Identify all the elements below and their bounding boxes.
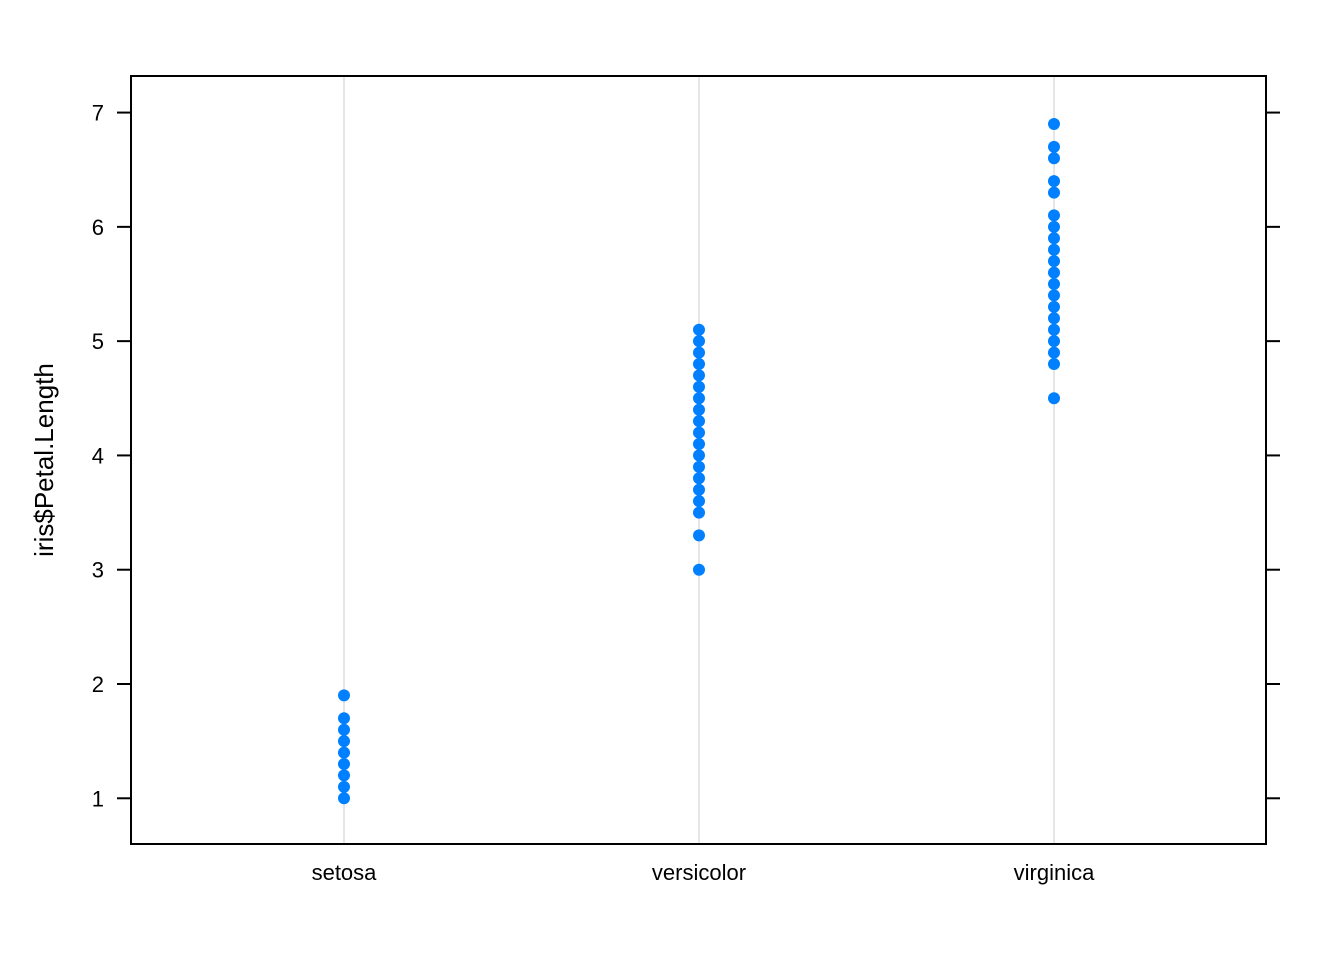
y-axis: 1 2 3 4 5 6 7 — [92, 101, 1280, 811]
data-point-versicolor — [693, 403, 705, 416]
data-point-versicolor — [693, 323, 705, 336]
x-axis: setosa versicolor virginica — [312, 860, 1096, 885]
plot-frame — [130, 75, 1267, 845]
x-tick-label-virginica: virginica — [1014, 860, 1095, 885]
data-point-versicolor — [693, 438, 705, 450]
data-point-versicolor — [693, 335, 705, 348]
data-point-versicolor — [693, 460, 705, 473]
data-point-virginica — [1048, 278, 1060, 290]
y-axis-title: iris$Petal.Length — [29, 363, 59, 557]
data-point-versicolor — [693, 392, 705, 405]
data-point-setosa — [338, 746, 350, 759]
data-point-virginica — [1048, 243, 1060, 256]
data-point-virginica — [1048, 220, 1060, 233]
data-point-setosa — [338, 712, 350, 725]
y-tick-label: 7 — [92, 101, 104, 126]
data-point-virginica — [1048, 312, 1060, 325]
data-point-versicolor — [693, 415, 705, 428]
y-tick-label: 1 — [92, 786, 104, 811]
data-point-versicolor — [693, 483, 705, 496]
y-tick-label: 3 — [92, 558, 104, 583]
data-point-versicolor — [693, 369, 705, 382]
data-point-virginica — [1048, 300, 1060, 313]
data-point-setosa — [338, 758, 350, 770]
data-point-virginica — [1048, 335, 1060, 348]
data-point-virginica — [1048, 289, 1060, 302]
x-tick-label-versicolor: versicolor — [652, 860, 746, 885]
data-point-virginica — [1048, 209, 1060, 222]
data-point-setosa — [338, 792, 350, 805]
y-tick-label: 4 — [92, 443, 104, 468]
data-point-virginica — [1048, 232, 1060, 245]
data-point-virginica — [1048, 346, 1060, 359]
data-point-versicolor — [693, 472, 705, 485]
data-point-versicolor — [693, 529, 705, 542]
data-point-virginica — [1048, 323, 1060, 336]
data-point-versicolor — [693, 563, 705, 576]
data-point-virginica — [1048, 186, 1060, 199]
data-point-versicolor — [693, 449, 705, 462]
data-point-versicolor — [693, 346, 705, 359]
data-point-versicolor — [693, 358, 705, 370]
y-tick-label: 6 — [92, 215, 104, 240]
data-point-versicolor — [693, 426, 705, 439]
data-point-setosa — [338, 780, 350, 793]
data-point-setosa — [338, 723, 350, 736]
data-point-virginica — [1048, 152, 1060, 165]
x-tick-label-setosa: setosa — [312, 860, 378, 885]
data-point-virginica — [1048, 266, 1060, 279]
data-point-setosa — [338, 735, 350, 748]
data-point-versicolor — [693, 495, 705, 508]
y-tick-label: 5 — [92, 329, 104, 354]
data-point-virginica — [1048, 255, 1060, 268]
data-points — [338, 118, 1060, 805]
y-tick-label: 2 — [92, 672, 104, 697]
data-point-virginica — [1048, 358, 1060, 370]
data-point-virginica — [1048, 118, 1060, 130]
data-point-virginica — [1048, 175, 1060, 188]
data-point-virginica — [1048, 140, 1060, 153]
data-point-setosa — [338, 689, 350, 702]
data-point-virginica — [1048, 392, 1060, 405]
data-point-setosa — [338, 769, 350, 782]
data-point-versicolor — [693, 380, 705, 393]
data-point-versicolor — [693, 506, 705, 519]
